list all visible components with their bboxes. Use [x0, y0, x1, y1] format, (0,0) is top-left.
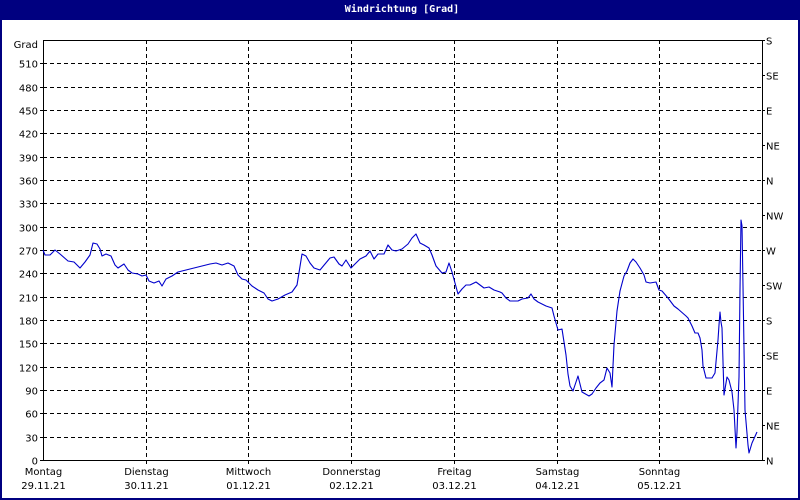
y-tick-label: 60	[25, 410, 38, 421]
compass-label: S	[766, 317, 772, 328]
x-date-label: 29.11.21	[21, 481, 66, 492]
compass-label: NW	[766, 212, 783, 223]
y-tick-label: 300	[19, 224, 38, 235]
y-tick-label: 330	[19, 200, 38, 211]
y-tick-label: 0	[32, 457, 38, 468]
compass-label: E	[766, 387, 772, 398]
y-tick-label: 180	[19, 317, 38, 328]
compass-label: N	[766, 457, 773, 468]
x-date-label: 03.12.21	[432, 481, 477, 492]
compass-label: NE	[766, 142, 780, 153]
y-tick-label: 450	[19, 107, 38, 118]
wind-direction-line	[42, 219, 758, 454]
compass-label: SW	[766, 282, 782, 293]
x-date-label: 01.12.21	[226, 481, 271, 492]
x-day-label: Samstag	[536, 467, 580, 478]
compass-label: SE	[766, 72, 779, 83]
y-tick-label: 510	[19, 60, 38, 71]
y-tick-label: 360	[19, 177, 38, 188]
x-day-label: Dienstag	[124, 467, 169, 478]
x-date-label: 02.12.21	[329, 481, 374, 492]
compass-label: NE	[766, 422, 780, 433]
x-day-label: Mittwoch	[226, 467, 271, 478]
x-day-label: Freitag	[437, 467, 471, 478]
y-tick-label: 480	[19, 84, 38, 95]
compass-label: E	[766, 107, 772, 118]
y-tick-label: 30	[25, 434, 38, 445]
window-title: Windrichtung [Grad]	[2, 0, 800, 20]
x-day-label: Sonntag	[639, 467, 681, 478]
y-tick-label: 420	[19, 130, 38, 141]
y-tick-label: 120	[19, 364, 38, 375]
x-date-label: 05.12.21	[637, 481, 682, 492]
compass-label: W	[766, 247, 776, 258]
x-day-label: Montag	[25, 467, 62, 478]
y-tick-label: 240	[19, 270, 38, 281]
x-date-label: 30.11.21	[124, 481, 169, 492]
compass-label: SE	[766, 352, 779, 363]
y-tick-label: 270	[19, 247, 38, 258]
x-date-label: 04.12.21	[535, 481, 580, 492]
y-tick-label: 210	[19, 294, 38, 305]
y-tick-label: 390	[19, 154, 38, 165]
x-day-label: Donnerstag	[322, 467, 380, 478]
compass-label: S	[766, 37, 772, 48]
y-tick-label: 90	[25, 387, 38, 398]
compass-label: N	[766, 177, 773, 188]
y-axis-label: Grad	[14, 40, 38, 51]
y-tick-label: 150	[19, 340, 38, 351]
